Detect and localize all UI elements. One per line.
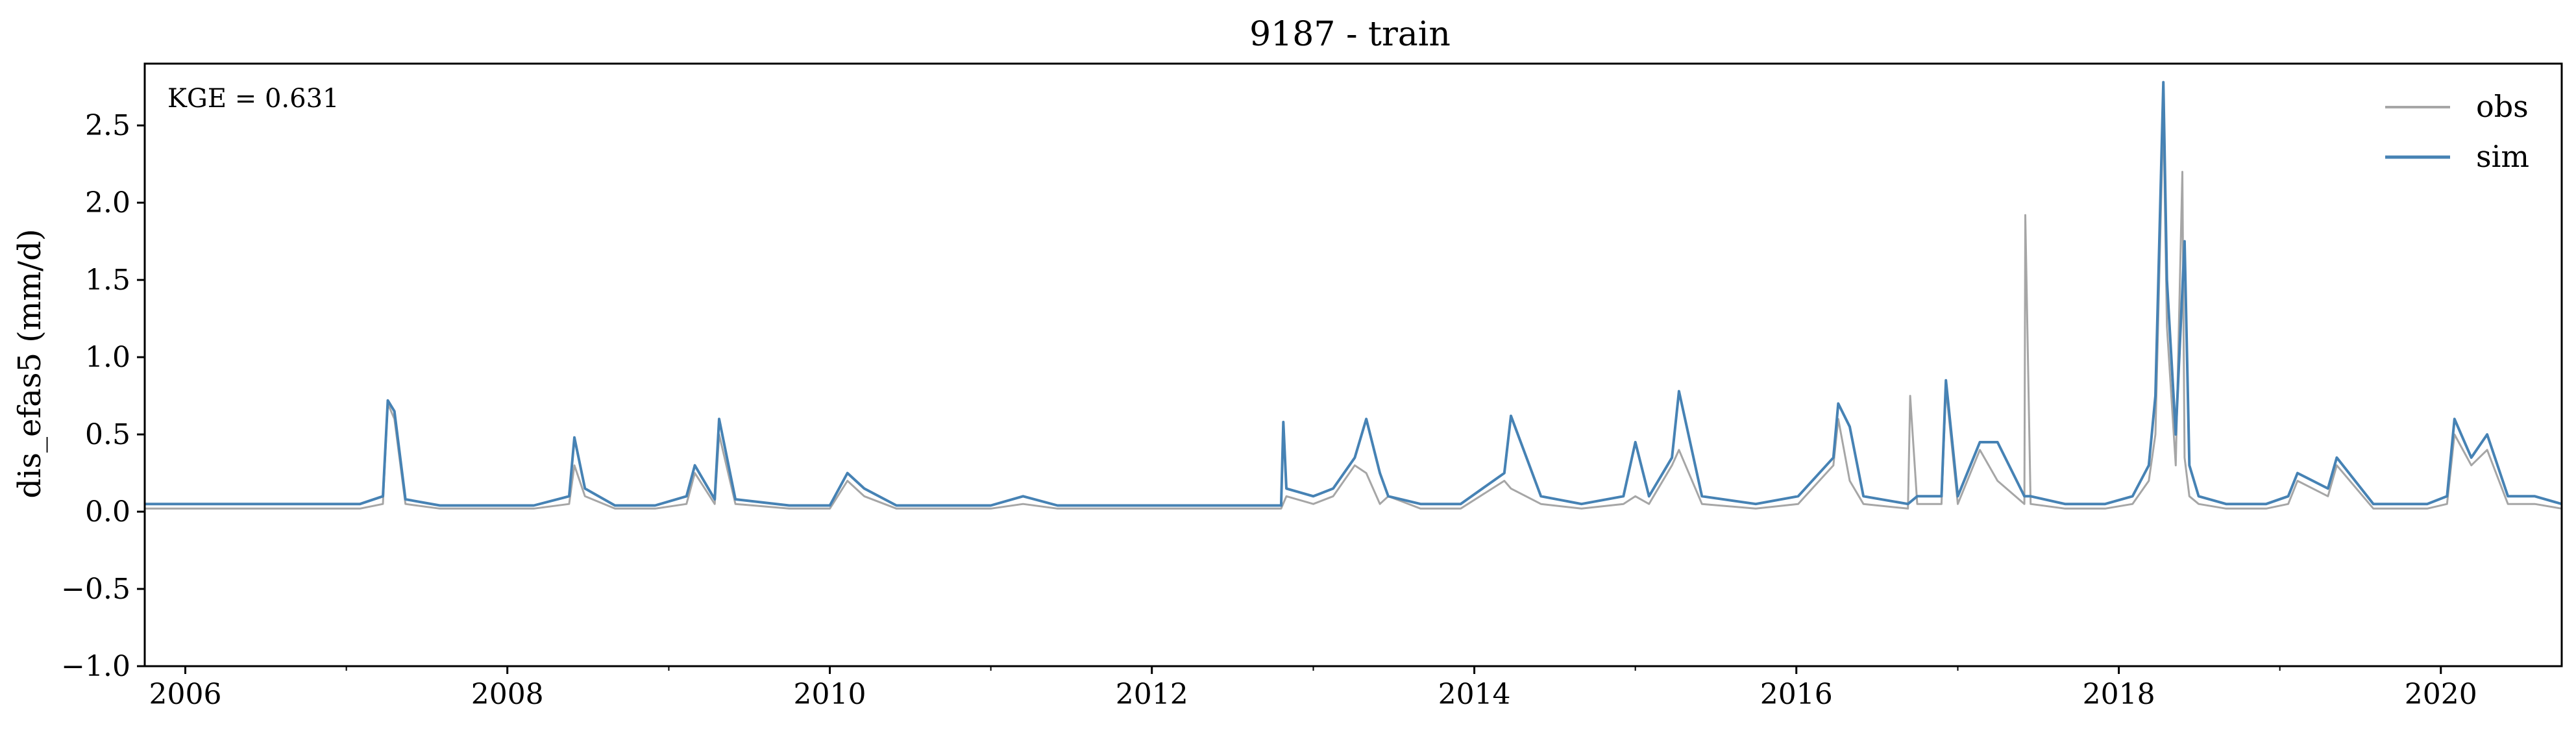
plot-frame: [143, 62, 2563, 667]
legend-sim-label: sim: [2476, 139, 2529, 174]
x-tick-label: 2006: [149, 678, 222, 711]
y-tick-label: −0.5: [61, 573, 130, 606]
x-tick-label: 2018: [2083, 678, 2155, 711]
y-axis-ticks: −1.0 −0.5 0.0 0.5 1.0 1.5 2.0 2.5: [61, 109, 145, 683]
y-tick-label: 2.5: [85, 109, 130, 142]
x-tick-label: 2016: [1760, 678, 1833, 711]
x-tick-label: 2010: [794, 678, 866, 711]
x-tick-label: 2012: [1116, 678, 1188, 711]
y-tick-label: 0.0: [85, 495, 130, 529]
kge-annotation: KGE = 0.631: [167, 84, 339, 114]
y-tick-label: 1.0: [85, 341, 130, 374]
y-tick-label: 0.5: [85, 418, 130, 451]
legend-obs-label: obs: [2476, 89, 2529, 124]
x-tick-label: 2020: [2405, 678, 2477, 711]
chart-title: 9187 - train: [1249, 15, 1451, 54]
x-tick-label: 2008: [471, 678, 544, 711]
plot-content: [145, 81, 2562, 510]
x-tick-label: 2014: [1438, 678, 1511, 711]
y-tick-label: −1.0: [61, 650, 130, 683]
y-tick-label: 2.0: [85, 186, 130, 219]
y-axis-label: dis_efas5 (mm/d): [12, 229, 48, 498]
legend: obs sim: [2385, 89, 2529, 174]
y-tick-label: 1.5: [85, 264, 130, 297]
series-line-obs: [145, 108, 2562, 510]
series-line-sim: [145, 81, 2562, 507]
x-axis-ticks: 2006 2008 2010 2012 2014 2016 2018 2020: [149, 666, 2477, 711]
